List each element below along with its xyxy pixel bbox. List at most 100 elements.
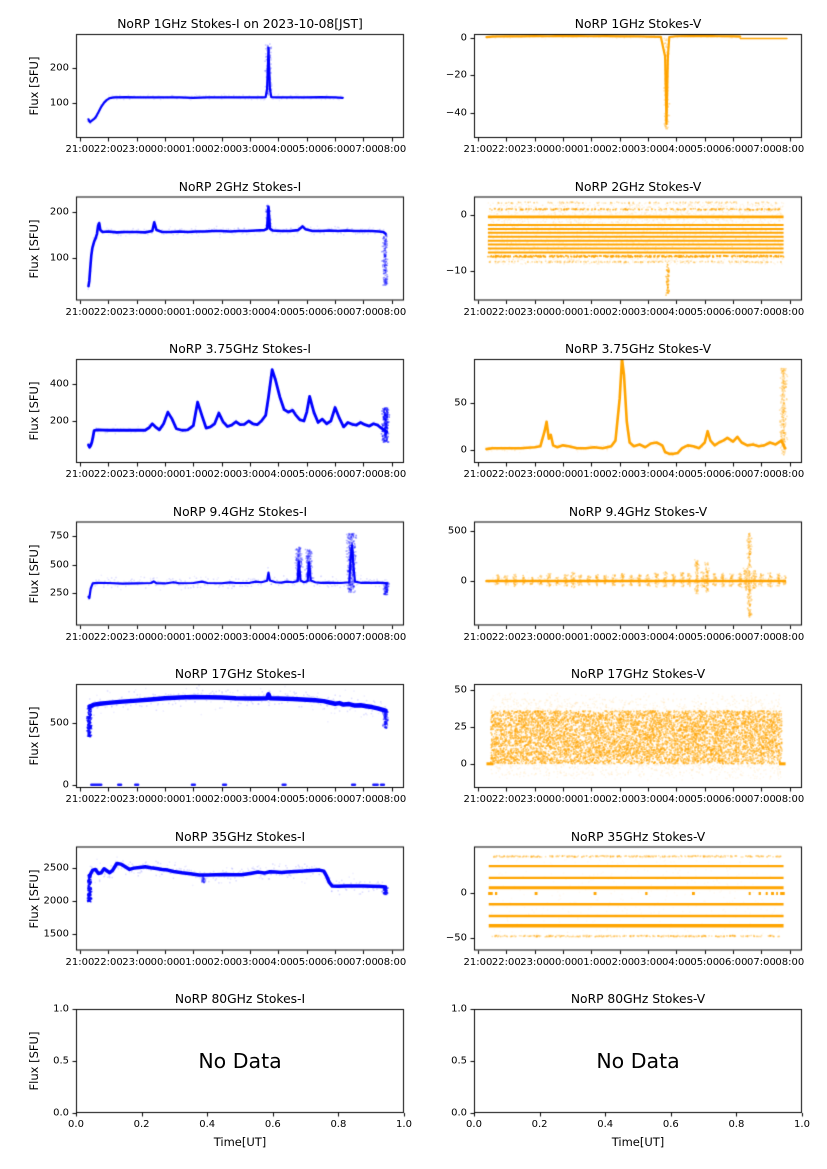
y-tick-label: 200: [49, 62, 69, 74]
x-tick-label: 07:00: [349, 631, 378, 643]
x-tick-label: 23:00: [520, 794, 550, 805]
x-tick-label: 02:00: [605, 956, 635, 968]
x-tick-label: 03:00: [633, 631, 663, 643]
x-tick-label: 22:00: [491, 956, 521, 968]
x-tick-label: 01:00: [178, 144, 208, 155]
x-tick-label: 02:00: [207, 631, 237, 643]
x-tick-label: 05:00: [690, 794, 720, 805]
x-tick-label: 04:00: [661, 956, 691, 968]
x-tick-label: 01:00: [178, 794, 208, 805]
x-tick-label: 21:00: [65, 144, 95, 155]
x-tick-label: 04:00: [263, 631, 293, 643]
y-tick-label: 250: [49, 587, 69, 599]
x-tick-label: 00:00: [548, 306, 578, 318]
x-tick-label: 22:00: [93, 631, 123, 643]
y-tick-label: 0: [460, 575, 467, 587]
y-tick-label: 0: [460, 444, 467, 456]
y-axis-label: Flux [SFU]: [27, 869, 41, 928]
x-tick-label: 03:00: [633, 469, 663, 480]
x-tick-label: 00:00: [150, 794, 180, 805]
y-tick-label: 100: [49, 97, 69, 109]
y-tick-label: −40: [445, 107, 467, 119]
x-tick-label: 00:00: [150, 144, 180, 155]
x-tick-label: 03:00: [235, 794, 265, 805]
x-tick-label: 07:00: [349, 469, 378, 480]
x-tick-label: 0.2: [133, 1119, 150, 1130]
x-tick-label: 03:00: [235, 631, 265, 643]
y-tick-label: −20: [445, 69, 467, 81]
x-tick-label: 08:00: [377, 144, 407, 155]
x-tick-label: 08:00: [377, 306, 407, 318]
x-tick-label: 04:00: [263, 306, 293, 318]
y-axis-label: Flux [SFU]: [27, 381, 41, 441]
x-tick-label: 02:00: [605, 306, 635, 318]
x-tick-label: 22:00: [93, 794, 123, 805]
x-tick-label: 00:00: [548, 956, 578, 968]
x-tick-label: 01:00: [576, 144, 606, 155]
x-tick-label: 03:00: [633, 794, 663, 805]
x-tick-label: 22:00: [93, 306, 123, 318]
x-tick-label: 04:00: [661, 631, 691, 643]
x-tick-label: 00:00: [150, 469, 180, 480]
x-tick-label: 02:00: [207, 306, 237, 318]
x-tick-label: 08:00: [377, 631, 407, 643]
x-tick-label: 08:00: [775, 306, 805, 318]
x-tick-label: 08:00: [775, 144, 805, 155]
y-tick-label: 2500: [43, 862, 69, 874]
x-tick-label: 00:00: [548, 144, 578, 155]
x-tick-label: 06:00: [320, 794, 350, 805]
x-tick-label: 08:00: [775, 631, 805, 643]
y-axis-label: Flux [SFU]: [27, 544, 41, 603]
x-tick-label: 05:00: [690, 631, 720, 643]
x-tick-label: 21:00: [463, 956, 493, 968]
x-tick-label: 21:00: [463, 631, 493, 643]
x-tick-label: 02:00: [605, 144, 635, 155]
y-tick-label: 200: [49, 206, 69, 218]
x-tick-label: 08:00: [775, 794, 805, 805]
x-tick-label: 05:00: [292, 306, 322, 318]
x-tick-label: 05:00: [292, 794, 322, 805]
x-tick-label: 07:00: [349, 794, 378, 805]
x-tick-label: 06:00: [718, 144, 748, 155]
x-tick-label: 01:00: [576, 631, 606, 643]
x-tick-label: 00:00: [548, 794, 578, 805]
x-tick-label: 01:00: [178, 956, 208, 968]
x-tick-label: 02:00: [207, 469, 237, 480]
x-tick-label: 02:00: [605, 631, 635, 643]
y-tick-label: 400: [49, 378, 69, 390]
x-tick-label: 0.8: [330, 1119, 347, 1130]
x-tick-label: 06:00: [320, 631, 350, 643]
x-tick-label: 0.0: [466, 1119, 482, 1130]
x-tick-label: 23:00: [520, 956, 550, 968]
x-tick-label: 01:00: [178, 469, 208, 480]
x-tick-label: 07:00: [747, 631, 776, 643]
x-tick-label: 06:00: [320, 144, 350, 155]
plot-title: NoRP 3.75GHz Stokes-V: [564, 342, 712, 356]
x-tick-label: 05:00: [292, 469, 322, 480]
x-tick-label: 05:00: [292, 144, 322, 155]
x-tick-label: 22:00: [93, 469, 123, 480]
x-tick-label: 01:00: [576, 469, 606, 480]
y-tick-label: 0.0: [451, 1107, 467, 1119]
plot-title: NoRP 2GHz Stokes-V: [574, 179, 702, 194]
x-tick-label: 07:00: [747, 469, 776, 480]
x-tick-label: 21:00: [65, 306, 95, 318]
x-tick-label: 02:00: [207, 956, 237, 968]
y-tick-label: 0: [460, 887, 467, 899]
x-tick-label: 23:00: [122, 469, 152, 480]
x-tick-label: 23:00: [122, 306, 152, 318]
x-tick-label: 21:00: [65, 631, 95, 643]
x-tick-label: 04:00: [263, 794, 293, 805]
plot-title: NoRP 80GHz Stokes-V: [570, 992, 706, 1006]
x-tick-label: 07:00: [747, 144, 776, 155]
x-tick-label: 21:00: [65, 469, 95, 480]
x-tick-label: 05:00: [690, 469, 720, 480]
y-tick-label: 50: [454, 397, 467, 409]
x-axis-label: Time[UT]: [213, 1135, 267, 1149]
x-tick-label: 05:00: [690, 956, 720, 968]
y-tick-label: 500: [447, 525, 467, 537]
x-tick-label: 04:00: [661, 794, 691, 805]
x-tick-label: 02:00: [605, 794, 635, 805]
x-tick-label: 06:00: [320, 306, 350, 318]
no-data-text: No Data: [596, 1049, 680, 1073]
